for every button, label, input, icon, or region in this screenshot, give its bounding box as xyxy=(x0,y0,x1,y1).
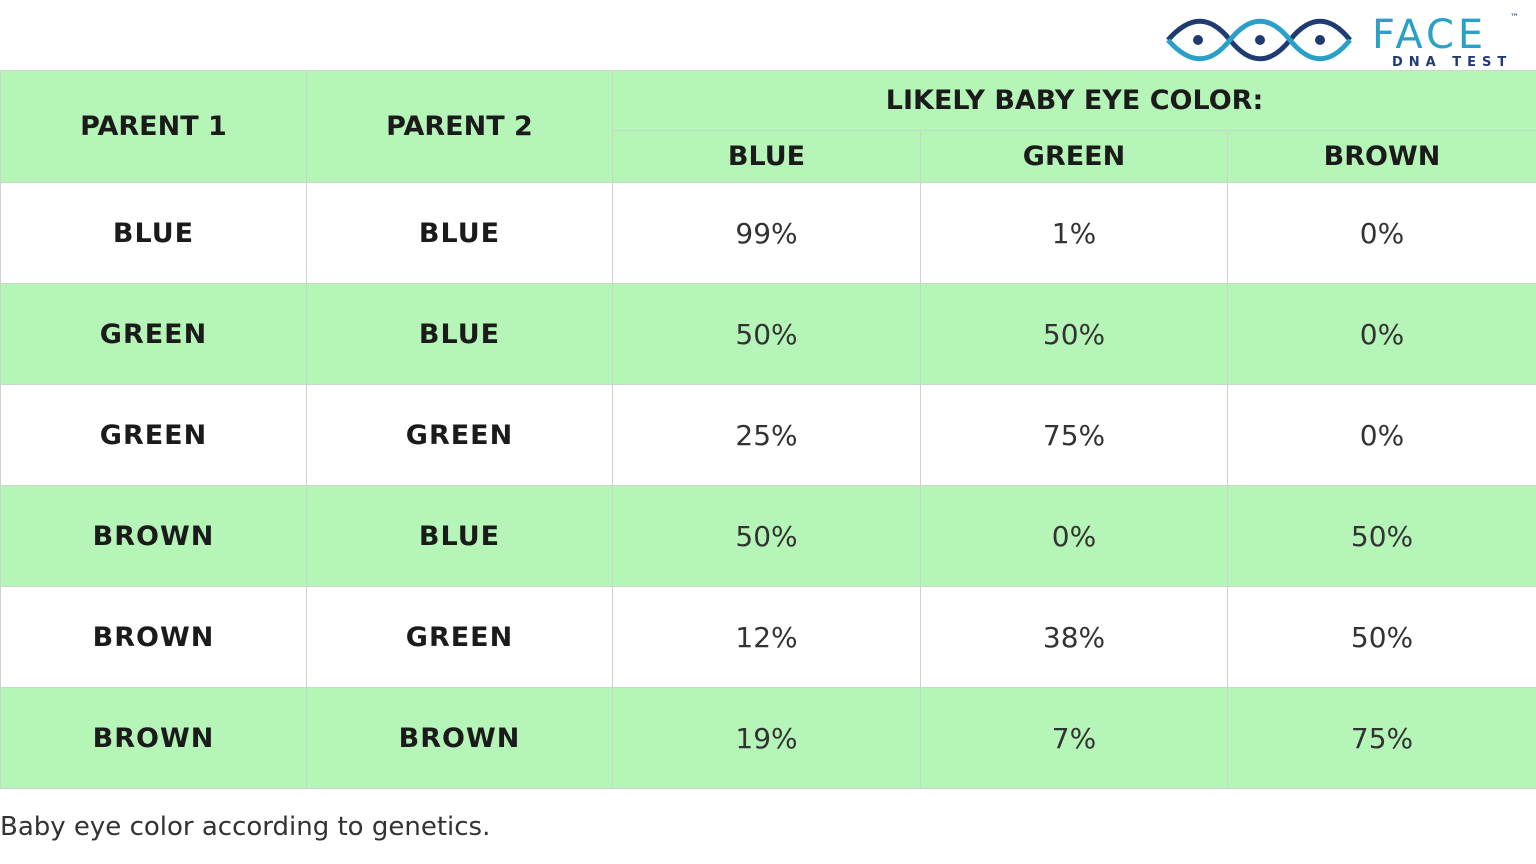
percent-cell: 50% xyxy=(920,283,1228,385)
parent-cell: BROWN xyxy=(0,687,307,789)
percent-cell: 50% xyxy=(612,283,921,385)
parent-cell: GREEN xyxy=(306,384,613,486)
parent-cell: BROWN xyxy=(0,485,307,587)
parent-cell: BLUE xyxy=(306,182,613,284)
percent-cell: 0% xyxy=(1226,182,1536,284)
parent-cell: BROWN xyxy=(0,586,307,688)
parent-cell: GREEN xyxy=(0,384,307,486)
table-body: BLUE BLUE 99% 1% 0% GREEN BLUE 50% 50% 0% GREEN GRE… xyxy=(0,182,1536,789)
header-group: LIKELY BABY EYE COLOR: xyxy=(611,70,1536,131)
logo: FACE ™ DNA TEST xyxy=(1166,12,1519,70)
parent-cell: BLUE xyxy=(0,182,307,284)
percent-cell: 7% xyxy=(920,687,1228,789)
header-cell: PARENT 1 xyxy=(0,70,307,183)
percent-cell: 99% xyxy=(612,182,921,284)
parent-cell: GREEN xyxy=(306,586,613,688)
parent-cell: GREEN xyxy=(0,283,307,385)
percent-cell: 75% xyxy=(1226,687,1536,789)
percent-cell: 50% xyxy=(1226,586,1536,688)
parent-cell: BROWN xyxy=(306,687,613,789)
parent-cell: BLUE xyxy=(306,283,613,385)
table-row: BROWN BROWN 19% 7% 75% xyxy=(0,687,1536,789)
percent-cell: 50% xyxy=(612,485,921,587)
caption: Baby eye color according to genetics. xyxy=(0,812,491,842)
header-cell: PARENT 2 xyxy=(306,70,613,183)
header-cell: BROWN xyxy=(1226,130,1536,183)
percent-cell: 0% xyxy=(920,485,1228,587)
percent-cell: 50% xyxy=(1226,485,1536,587)
percent-cell: 0% xyxy=(1226,384,1536,486)
eye-color-table: PARENT 1 PARENT 2 LIKELY BABY EYE COLOR:… xyxy=(0,70,1536,789)
logo-name: FACE xyxy=(1372,12,1487,58)
percent-cell: 19% xyxy=(612,687,921,789)
table-row: BROWN GREEN 12% 38% 50% xyxy=(0,586,1536,688)
table-row: BROWN BLUE 50% 0% 50% xyxy=(0,485,1536,587)
header-cell: GREEN xyxy=(920,130,1228,183)
helix-icon xyxy=(1166,18,1352,62)
logo-trademark: ™ xyxy=(1510,13,1519,23)
percent-cell: 75% xyxy=(920,384,1228,486)
table-row: BLUE BLUE 99% 1% 0% xyxy=(0,182,1536,284)
header-cell: BLUE xyxy=(612,130,921,183)
percent-cell: 25% xyxy=(612,384,921,486)
parent-cell: BLUE xyxy=(306,485,613,587)
percent-cell: 1% xyxy=(920,182,1228,284)
percent-cell: 12% xyxy=(612,586,921,688)
percent-cell: 38% xyxy=(920,586,1228,688)
percent-cell: 0% xyxy=(1226,283,1536,385)
logo-tagline: DNA TEST xyxy=(1392,55,1512,70)
table-row: GREEN GREEN 25% 75% 0% xyxy=(0,384,1536,486)
table-row: GREEN BLUE 50% 50% 0% xyxy=(0,283,1536,385)
